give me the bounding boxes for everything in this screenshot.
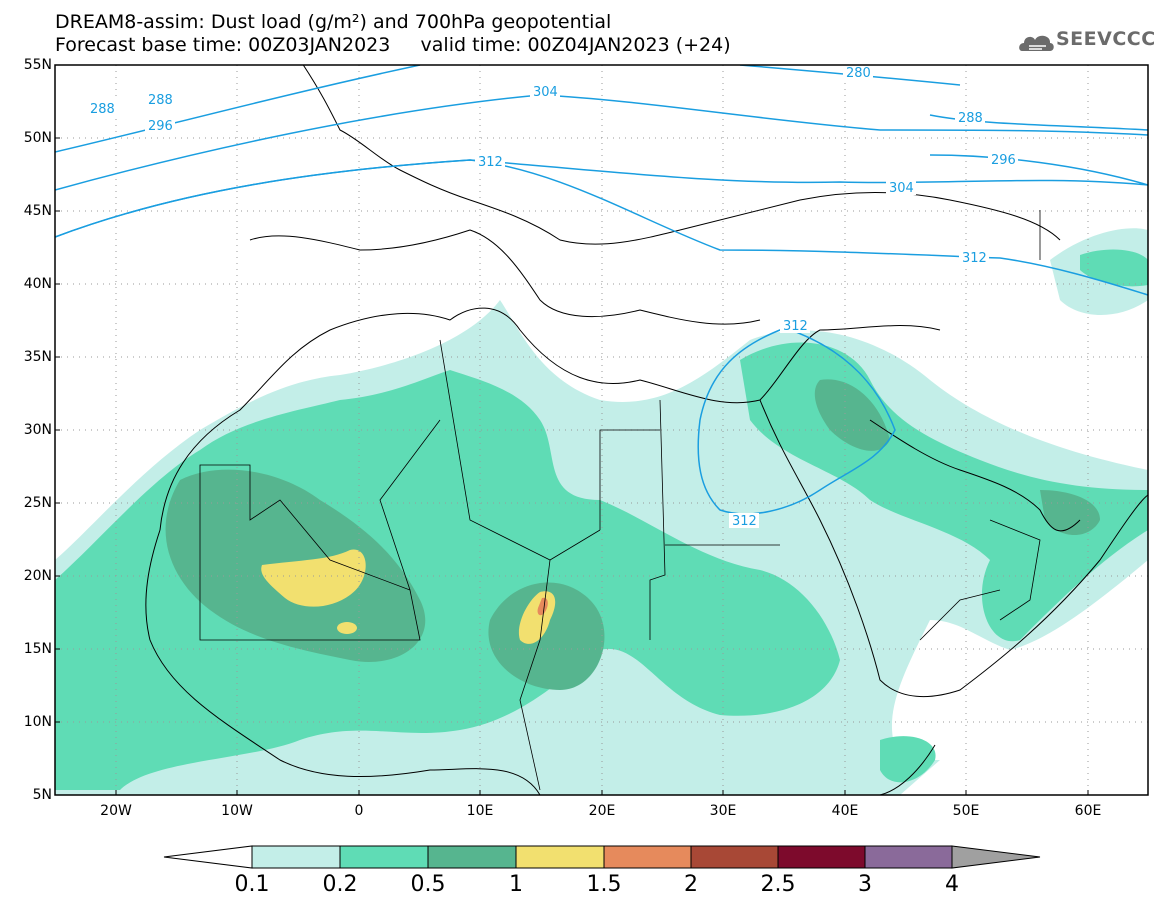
lat-label: 45N (23, 203, 52, 219)
lat-label: 35N (23, 349, 52, 365)
colorbar-label: 3 (858, 872, 872, 897)
geopotential-contours (55, 65, 1148, 515)
colorbar-segment (864, 845, 953, 869)
contour-label: 296 (148, 119, 173, 134)
contour-label-group: 288 288 296 304 312 280 288 296 304 312 … (87, 65, 1018, 529)
contour-label: 312 (962, 251, 987, 266)
dust-region-dark (488, 582, 605, 690)
map-title: DREAM8-assim: Dust load (g/m²) and 700hP… (55, 11, 612, 33)
colorbar-label: 0.5 (410, 872, 446, 897)
contour-label: 304 (533, 85, 558, 100)
colorbar-segment (251, 845, 341, 869)
lon-label: 0 (354, 803, 364, 819)
colorbar-segment (603, 845, 692, 869)
colorbar-arrow-low (163, 845, 253, 869)
dust-region-medium (1080, 249, 1148, 287)
colorbar-label: 0.1 (234, 872, 270, 897)
map-subtitle: Forecast base time: 00Z03JAN2023 valid t… (55, 34, 731, 56)
coastlines (145, 65, 1148, 795)
country-borders (199, 210, 1041, 791)
lat-label: 30N (23, 422, 52, 438)
axis-ticks (55, 64, 1089, 795)
lon-label: 30E (709, 803, 737, 819)
contour-label: 288 (958, 111, 983, 126)
lon-label: 60E (1074, 803, 1102, 819)
lon-label: 20E (588, 803, 616, 819)
contour-label: 312 (478, 155, 503, 170)
colorbar-segment (339, 845, 429, 869)
lat-label: 10N (23, 714, 52, 730)
cloud-logo-icon (1019, 35, 1054, 51)
dust-region-medium (880, 736, 936, 783)
lon-label: 10W (221, 803, 253, 819)
lat-label: 25N (23, 495, 52, 511)
contour-label: 312 (783, 319, 808, 334)
lat-label: 55N (23, 57, 52, 73)
logo-text: SEEVCCC (1056, 28, 1156, 50)
dust-fields (55, 228, 1148, 795)
lat-label: 20N (23, 568, 52, 584)
colorbar-label: 2.5 (760, 872, 796, 897)
dust-region-orange (537, 597, 548, 616)
contour-label: 280 (846, 66, 871, 81)
lat-label: 15N (23, 641, 52, 657)
contour-label: 288 (90, 102, 115, 117)
colorbar-segment (515, 845, 605, 869)
colorbar-label: 1 (509, 872, 523, 897)
colorbar (163, 845, 1041, 869)
dust-region-dark (814, 379, 890, 451)
colorbar-label: 4 (945, 872, 959, 897)
contour-label: 296 (991, 153, 1016, 168)
contour-label: 304 (889, 181, 914, 196)
lon-label: 50E (952, 803, 980, 819)
contour-label: 288 (148, 93, 173, 108)
lon-label: 40E (831, 803, 859, 819)
lon-label: 20W (100, 803, 132, 819)
dust-region-yellow (337, 622, 357, 634)
contour-label: 312 (732, 514, 757, 529)
lon-label: 10E (466, 803, 494, 819)
lat-label: 50N (23, 130, 52, 146)
lat-label: 40N (23, 276, 52, 292)
colorbar-label: 1.5 (586, 872, 622, 897)
colorbar-label: 0.2 (322, 872, 358, 897)
colorbar-segment (690, 845, 779, 869)
dust-region-dark (1040, 490, 1100, 535)
colorbar-segment (427, 845, 517, 869)
colorbar-segment (777, 845, 866, 869)
colorbar-label: 2 (684, 872, 698, 897)
colorbar-arrow-high (951, 845, 1041, 869)
lat-label: 5N (32, 787, 52, 803)
